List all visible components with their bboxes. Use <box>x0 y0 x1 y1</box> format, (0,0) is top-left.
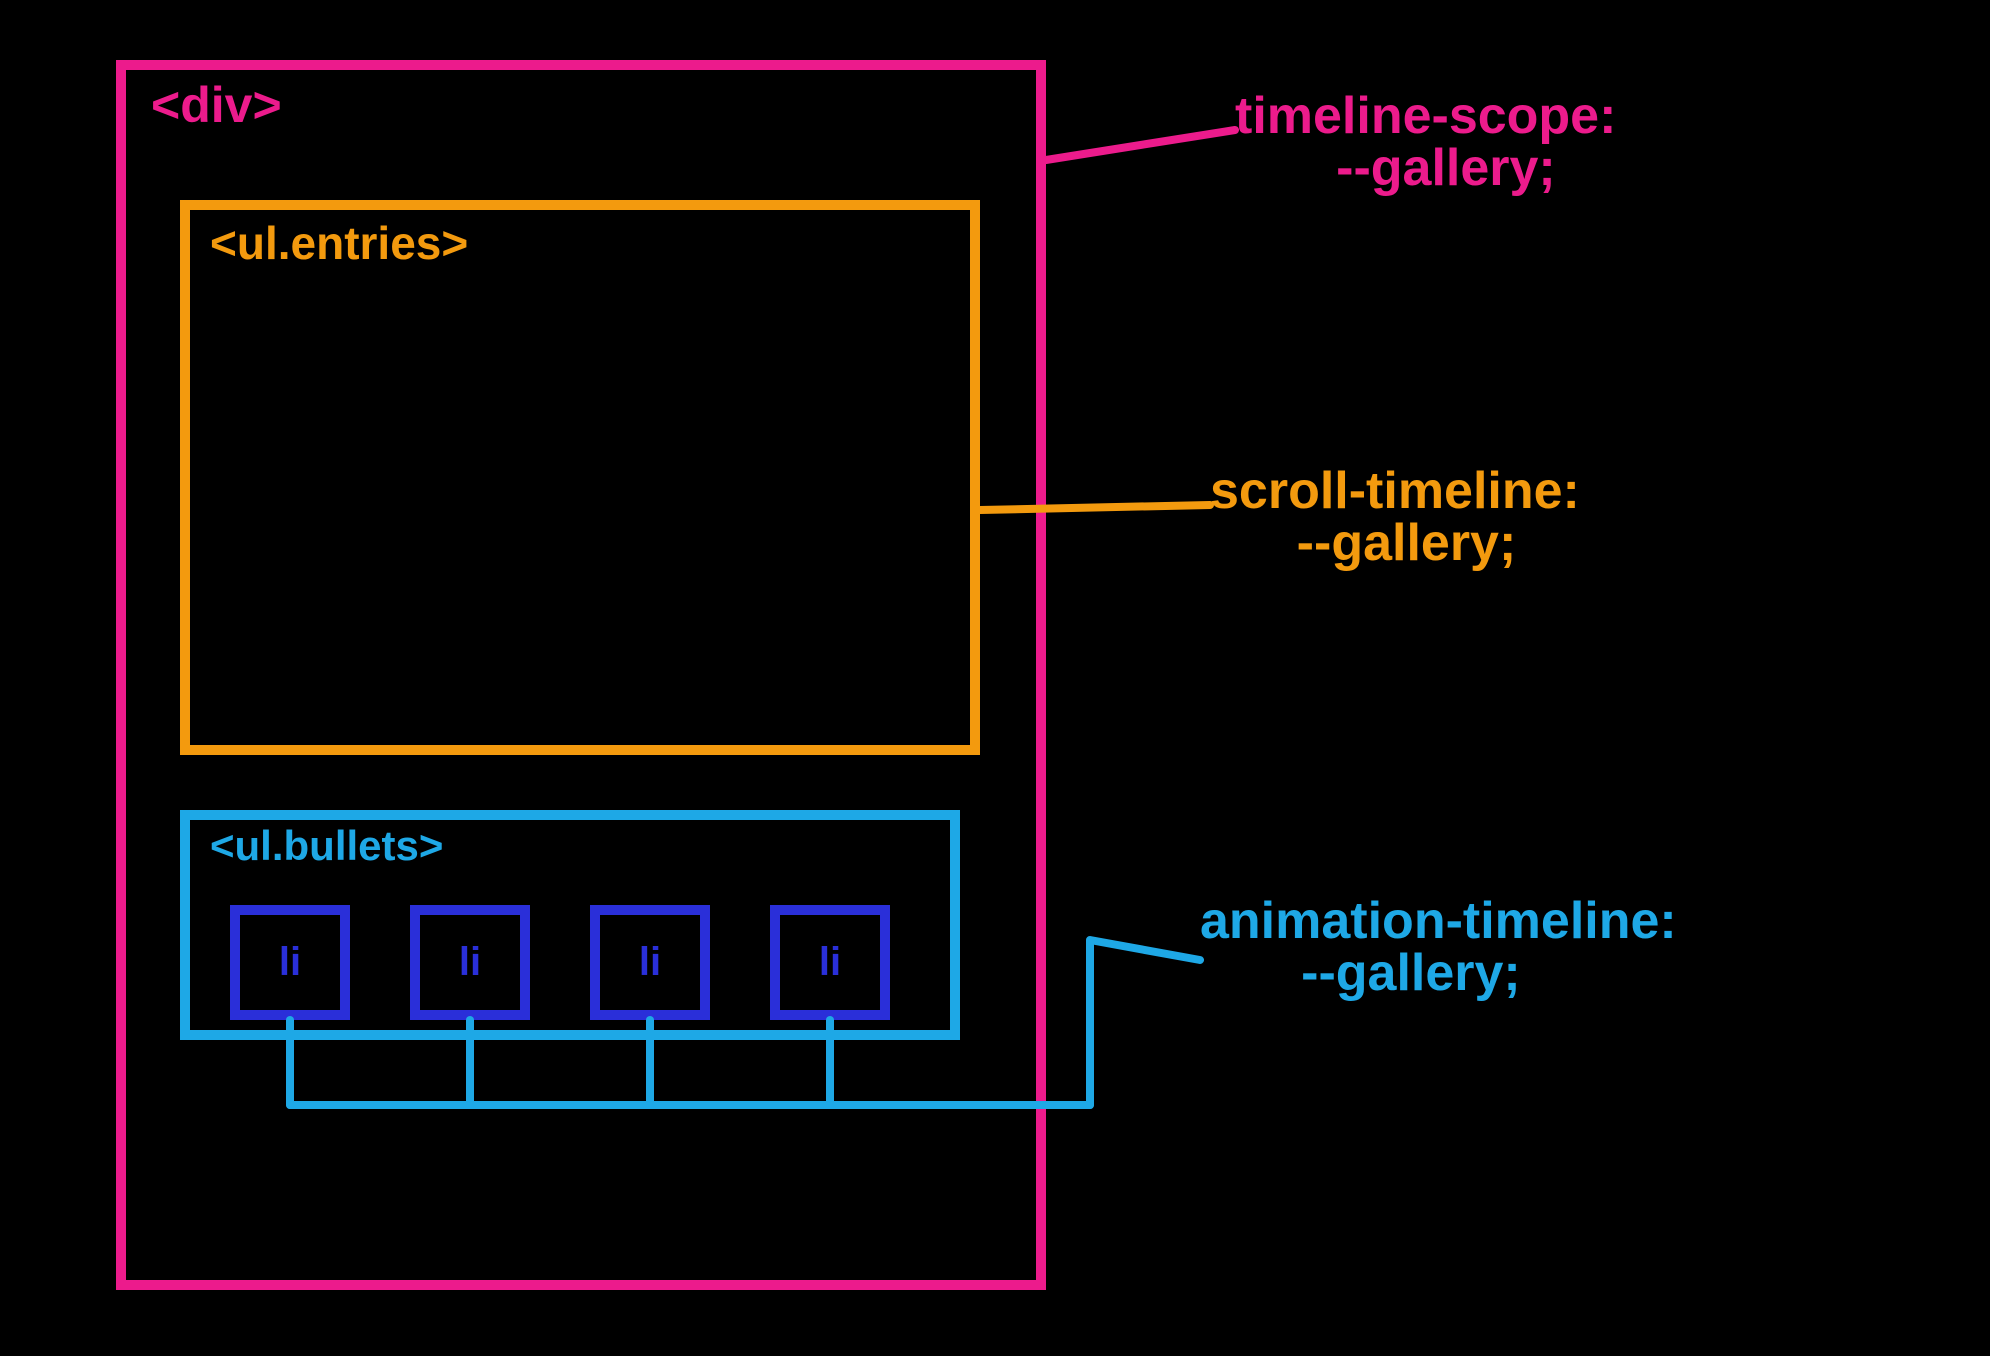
li-item: li <box>770 905 890 1020</box>
li-label: li <box>459 940 481 985</box>
ul-bullets-tag-label: <ul.bullets> <box>210 825 443 867</box>
li-item: li <box>410 905 530 1020</box>
ul-entries-box <box>180 200 980 755</box>
li-label: li <box>819 940 841 985</box>
outer-div-tag-label: <div> <box>151 80 282 130</box>
annotation-timeline-scope: timeline-scope: --gallery; <box>1235 90 1616 194</box>
li-item: li <box>590 905 710 1020</box>
ul-entries-tag-label: <ul.entries> <box>210 220 468 266</box>
li-item: li <box>230 905 350 1020</box>
annotation-animation-timeline: animation-timeline: --gallery; <box>1200 895 1677 999</box>
li-label: li <box>279 940 301 985</box>
annotation-scroll-timeline: scroll-timeline: --gallery; <box>1210 465 1580 569</box>
li-label: li <box>639 940 661 985</box>
